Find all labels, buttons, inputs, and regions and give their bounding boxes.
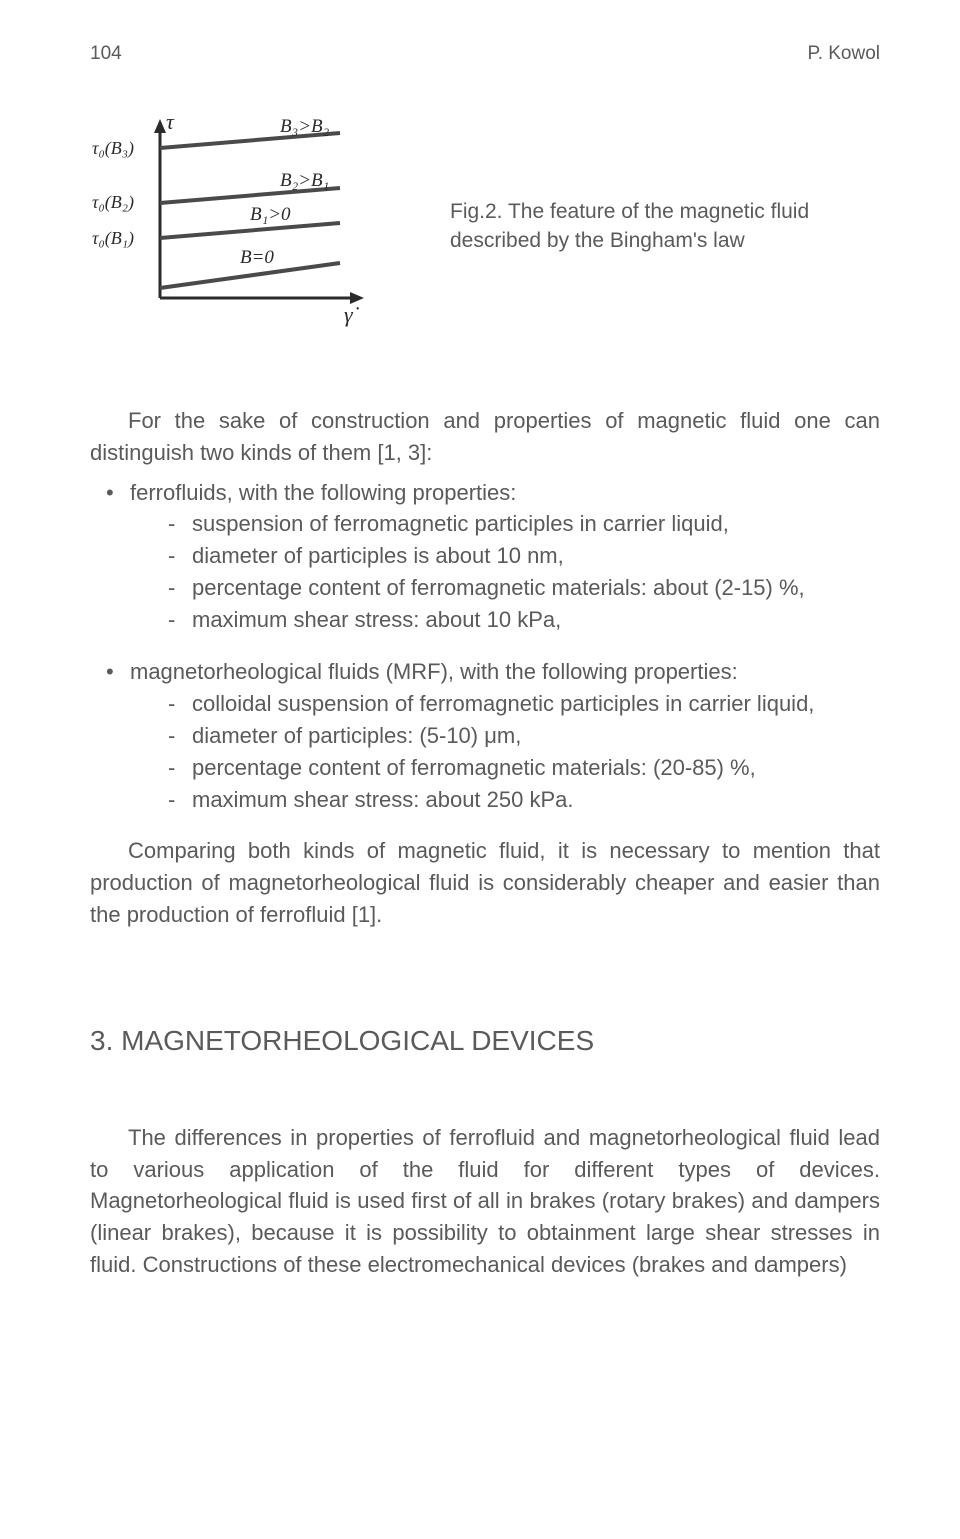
sub-list-item: percentage content of ferromagnetic mate… <box>130 572 880 604</box>
list-item: ferrofluids, with the following properti… <box>90 477 880 636</box>
svg-text:B₃>B₂: B₃>B₂ <box>280 116 330 137</box>
ferrofluid-sublist: suspension of ferromagnetic participles … <box>130 508 880 636</box>
sub-list-item: diameter of participles is about 10 nm, <box>130 540 880 572</box>
section-heading: 3. MAGNETORHEOLOGICAL DEVICES <box>90 1021 880 1062</box>
svg-text:B=0: B=0 <box>240 247 274 268</box>
sub-list-item: percentage content of ferromagnetic mate… <box>130 752 880 784</box>
mrf-sublist: colloidal suspension of ferromagnetic pa… <box>130 688 880 816</box>
page-number: 104 <box>90 40 122 68</box>
page-header: 104 P. Kowol <box>90 40 880 68</box>
sub-list-item: colloidal suspension of ferromagnetic pa… <box>130 688 880 720</box>
svg-text:τ₀(B₃): τ₀(B₃) <box>92 138 134 159</box>
section-paragraph: The differences in properties of ferrofl… <box>90 1122 880 1281</box>
figure-caption: Fig.2. The feature of the magnetic fluid… <box>450 197 880 256</box>
sub-list-item: suspension of ferromagnetic participles … <box>130 508 880 540</box>
sub-list-item: diameter of participles: (5-10) μm, <box>130 720 880 752</box>
svg-text:B₁>0: B₁>0 <box>250 204 291 225</box>
compare-paragraph: Comparing both kinds of magnetic fluid, … <box>90 835 880 931</box>
svg-text:τ₀(B₂): τ₀(B₂) <box>92 192 134 213</box>
page-author: P. Kowol <box>807 40 880 68</box>
list-title: ferrofluids, with the following properti… <box>130 480 516 505</box>
figure-chart: τ γ̇ τ₀(B₃) τ₀(B₂) τ₀(B₁) B₃>B₂ B₂>B₁ B₁>0 B=0 <box>90 108 410 345</box>
mrf-list: magnetorheological fluids (MRF), with th… <box>90 656 880 815</box>
list-title: magnetorheological fluids (MRF), with th… <box>130 659 738 684</box>
sub-list-item: maximum shear stress: about 10 kPa, <box>130 604 880 636</box>
list-item: magnetorheological fluids (MRF), with th… <box>90 656 880 815</box>
ferrofluid-list: ferrofluids, with the following properti… <box>90 477 880 636</box>
svg-text:τ₀(B₁): τ₀(B₁) <box>92 228 134 249</box>
svg-text:γ̇: γ̇ <box>344 302 360 327</box>
sub-list-item: maximum shear stress: about 250 kPa. <box>130 784 880 816</box>
intro-paragraph: For the sake of construction and propert… <box>90 405 880 469</box>
figure-row: τ γ̇ τ₀(B₃) τ₀(B₂) τ₀(B₁) B₃>B₂ B₂>B₁ B₁>0 B=0 F… <box>90 108 880 345</box>
svg-text:B₂>B₁: B₂>B₁ <box>280 170 329 191</box>
svg-text:τ: τ <box>166 109 175 134</box>
